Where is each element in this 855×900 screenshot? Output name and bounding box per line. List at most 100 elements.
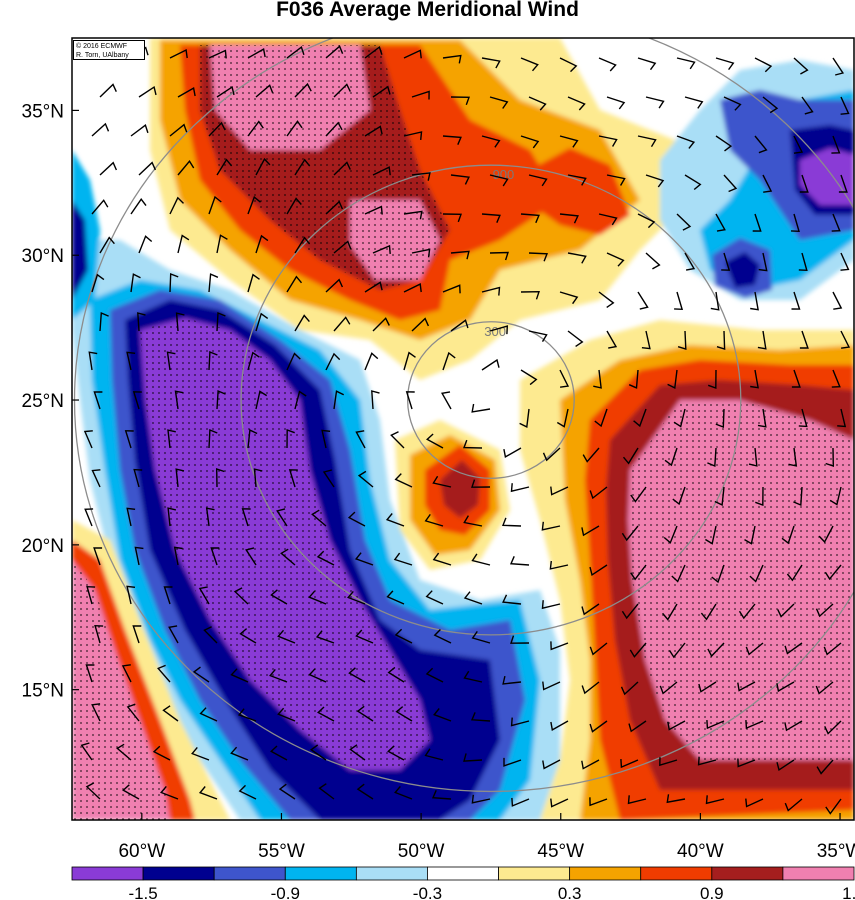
- wind-barb: [674, 291, 684, 311]
- wind-barb: [174, 390, 184, 410]
- wind-barb: [308, 668, 327, 683]
- wind-barb: [85, 782, 101, 800]
- wind-barb: [520, 369, 538, 386]
- wind-barb: [317, 706, 335, 722]
- wind-barb: [622, 447, 639, 465]
- wind-barb: [442, 284, 461, 294]
- wind-barb: [541, 521, 561, 531]
- wind-barb: [715, 408, 725, 429]
- wind-barb: [315, 630, 335, 644]
- wind-barb: [598, 213, 618, 226]
- wind-barb: [840, 252, 850, 271]
- colorbar-label-2: -0.3: [413, 884, 442, 900]
- wind-barb: [132, 625, 142, 644]
- wind-barb: [567, 174, 587, 186]
- wind-barb: [203, 626, 218, 644]
- wind-barb: [556, 408, 569, 428]
- wind-barb: [762, 174, 773, 193]
- colorbar-label-4: 0.9: [700, 884, 724, 900]
- wind-barb: [840, 96, 850, 115]
- wind-barb: [432, 475, 452, 488]
- wind-barb: [633, 408, 647, 428]
- wind-barb: [91, 469, 101, 488]
- wind-barb: [793, 57, 809, 75]
- wind-barb: [286, 120, 303, 137]
- wind-barb: [550, 720, 569, 731]
- wind-barb: [191, 746, 210, 761]
- wind-barb: [432, 552, 452, 566]
- wind-barb: [748, 447, 758, 467]
- wind-barb: [784, 720, 803, 732]
- wind-barb: [169, 123, 188, 137]
- wind-barb: [247, 195, 261, 215]
- wind-barb: [567, 96, 586, 111]
- wind-barb: [450, 250, 470, 260]
- stipple-se: [628, 400, 854, 760]
- wind-barb: [431, 790, 452, 800]
- wind-barb: [684, 174, 702, 191]
- wind-barb: [286, 197, 302, 215]
- wind-barb: [86, 585, 96, 605]
- wind-barb: [83, 430, 93, 449]
- wind-barb: [325, 278, 344, 293]
- lat-label-2: 25°N: [22, 391, 64, 412]
- wind-barb: [481, 135, 501, 148]
- longitude-axis: 60°W 55°W 50°W 45°W 40°W 35°W: [118, 813, 855, 862]
- wind-barb: [325, 352, 341, 371]
- wind-barb: [645, 96, 665, 109]
- wind-barb: [91, 199, 109, 215]
- wind-barb: [723, 96, 742, 111]
- wind-barb: [294, 314, 310, 332]
- wind-barb: [309, 744, 327, 761]
- wind-barb: [208, 121, 226, 137]
- wind-barb: [294, 236, 311, 254]
- wind-barb: [707, 642, 725, 658]
- wind-barb: [509, 556, 530, 566]
- wind-barb: [294, 158, 311, 176]
- wind-barb: [205, 507, 215, 527]
- wind-barb: [705, 795, 725, 805]
- wind-barb: [697, 756, 717, 766]
- wind-barb: [837, 408, 847, 428]
- colorbar-label-3: 0.3: [558, 884, 582, 900]
- wind-barb: [589, 642, 608, 656]
- wind-barb: [355, 430, 366, 449]
- positive-cell-central-l4: [440, 460, 480, 518]
- wind-barb: [247, 273, 260, 293]
- wind-barb: [175, 468, 185, 488]
- wind-barb: [815, 603, 834, 618]
- colorbar-swatch-2: [213, 866, 286, 881]
- wind-barb: [411, 248, 431, 258]
- wind-barb: [707, 369, 717, 389]
- colorbar-swatch-1: [142, 866, 215, 881]
- wind-barb: [325, 45, 344, 59]
- wind-barb: [757, 330, 767, 350]
- wind-barb: [99, 161, 118, 176]
- wind-barb: [245, 547, 257, 566]
- wind-barb: [255, 84, 274, 98]
- wind-barb: [356, 705, 374, 722]
- wind-barb: [450, 96, 470, 106]
- wind-barb: [403, 283, 422, 293]
- wind-barb: [489, 325, 509, 335]
- wind-barb: [501, 517, 522, 527]
- wind-barb: [559, 213, 579, 224]
- wind-barb: [255, 390, 268, 410]
- wind-barb: [433, 708, 452, 722]
- wind-barb: [247, 351, 260, 371]
- wind-barb: [510, 717, 530, 727]
- wind-barb: [781, 525, 795, 545]
- range-ring-label-1: 900: [493, 167, 515, 182]
- wind-barb: [788, 447, 798, 467]
- wind-barb: [550, 798, 569, 808]
- wind-barb: [325, 200, 344, 215]
- wind-barb: [707, 447, 717, 468]
- wind-barb: [424, 513, 444, 527]
- wind-barb: [364, 352, 379, 371]
- wind-barb: [520, 135, 540, 149]
- lat-label-4: 15°N: [22, 681, 64, 702]
- wind-barb: [333, 83, 351, 98]
- wind-barb: [581, 759, 600, 770]
- wind-barb: [641, 330, 651, 350]
- wind-barb: [637, 291, 649, 310]
